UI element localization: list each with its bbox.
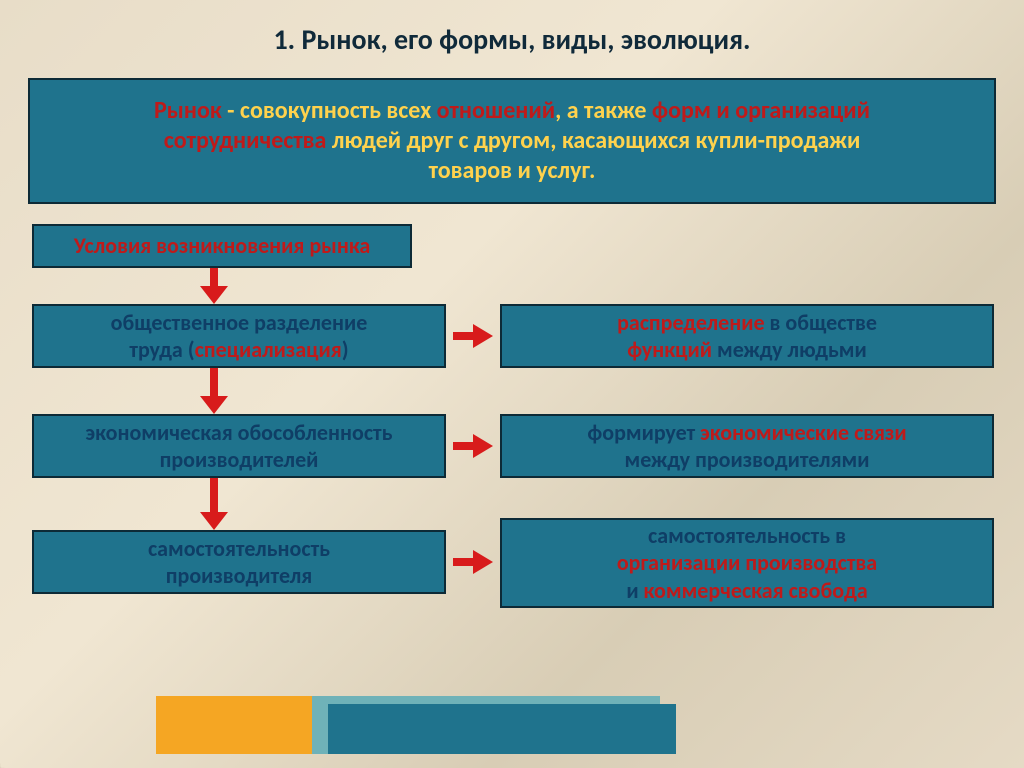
text-segment: экономические связи — [700, 419, 906, 446]
text-segment: отношений — [437, 96, 555, 125]
text-segment: между производителями — [625, 446, 870, 473]
arrow-down-3 — [207, 478, 235, 530]
text-segment: общественное разделение — [111, 309, 368, 336]
text-segment: самостоятельность — [648, 522, 835, 549]
text-segment: товаров и услуг. — [429, 156, 596, 185]
conditions-header-box: Условия возникновения рынка — [32, 224, 412, 268]
text-segment: производителя — [166, 562, 312, 589]
arrow-down-1 — [207, 268, 235, 304]
text-segment: сотрудничества — [164, 126, 332, 155]
text-segment: людей друг с другом, касающихся купли-пр… — [332, 126, 860, 155]
text-segment: организации производства — [617, 549, 877, 576]
text-segment: экономическая обособленность — [86, 419, 393, 446]
text-segment: коммерческая свобода — [644, 577, 868, 604]
footer-accent-teal-dark — [328, 704, 676, 754]
text-segment: в обществе — [770, 309, 877, 336]
box-division-of-labor: общественное разделениетруда (специализа… — [32, 304, 446, 368]
text-segment: Рынок — [154, 96, 227, 125]
text-segment: , а также — [555, 96, 652, 125]
box-producer-independence: самостоятельностьпроизводителя — [32, 530, 446, 594]
arrow-down-2 — [207, 368, 235, 414]
box-economic-links: формирует экономические связимежду произ… — [500, 414, 994, 478]
text-segment: ) — [342, 336, 349, 363]
text-segment: распределение — [617, 309, 769, 336]
text-segment: между людьми — [717, 336, 867, 363]
arrow-right-1 — [453, 324, 493, 348]
text-segment: - совокупность всех — [227, 96, 437, 125]
arrow-right-2 — [453, 434, 493, 458]
text-segment: форм и организаций — [652, 96, 870, 125]
text-segment: производителей — [160, 446, 319, 473]
box-economic-isolation: экономическая обособленностьпроизводител… — [32, 414, 446, 478]
text-segment: функций — [627, 336, 717, 363]
text-segment: труда ( — [129, 336, 194, 363]
text-segment: и — [626, 577, 643, 604]
slide-title: 1. Рынок, его формы, виды, эволюция. — [0, 0, 1024, 57]
box-function-distribution: распределение в обществе функций между лю… — [500, 304, 994, 368]
definition-box: Рынок - совокупность всех отношений, а т… — [28, 78, 996, 204]
box-commercial-freedom: самостоятельность ворганизации производс… — [500, 518, 994, 608]
arrow-right-3 — [453, 550, 493, 574]
text-segment: Условия возникновения рынка — [74, 232, 371, 259]
footer-accent-orange — [156, 696, 312, 754]
text-segment: в — [835, 522, 846, 549]
text-segment: специализация — [195, 336, 342, 363]
text-segment: самостоятельность — [148, 535, 330, 562]
text-segment: формирует — [587, 419, 700, 446]
